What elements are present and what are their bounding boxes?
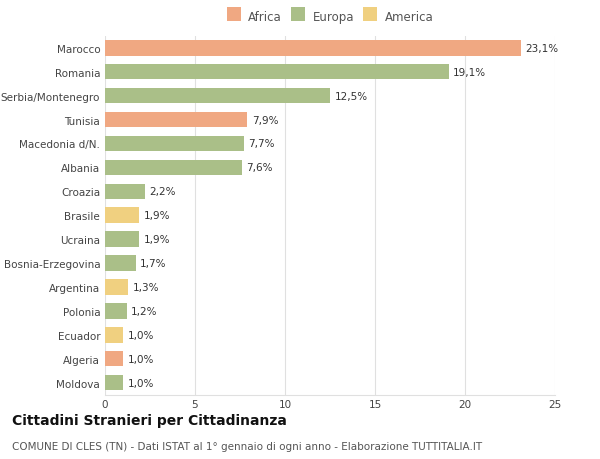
Text: COMUNE DI CLES (TN) - Dati ISTAT al 1° gennaio di ogni anno - Elaborazione TUTTI: COMUNE DI CLES (TN) - Dati ISTAT al 1° g…	[12, 441, 482, 451]
Legend: Africa, Europa, America: Africa, Europa, America	[227, 11, 433, 24]
Bar	[105, 232, 139, 247]
Text: 19,1%: 19,1%	[454, 67, 487, 78]
Text: Cittadini Stranieri per Cittadinanza: Cittadini Stranieri per Cittadinanza	[12, 413, 287, 427]
Bar	[105, 89, 330, 104]
Text: 1,3%: 1,3%	[133, 282, 160, 292]
Bar	[105, 327, 123, 343]
Bar	[105, 351, 123, 367]
Bar	[105, 112, 247, 128]
Bar	[105, 160, 242, 176]
Bar	[105, 136, 244, 152]
Bar	[105, 65, 449, 80]
Bar	[105, 375, 123, 391]
Text: 7,7%: 7,7%	[248, 139, 275, 149]
Bar	[105, 303, 127, 319]
Bar	[105, 280, 128, 295]
Text: 23,1%: 23,1%	[526, 44, 559, 54]
Text: 1,0%: 1,0%	[128, 378, 154, 388]
Text: 7,6%: 7,6%	[246, 163, 273, 173]
Bar	[105, 208, 139, 224]
Bar	[105, 256, 136, 271]
Bar	[105, 41, 521, 56]
Text: 1,9%: 1,9%	[144, 235, 170, 245]
Text: 1,0%: 1,0%	[128, 354, 154, 364]
Bar	[105, 184, 145, 200]
Text: 12,5%: 12,5%	[335, 91, 368, 101]
Text: 1,0%: 1,0%	[128, 330, 154, 340]
Text: 1,7%: 1,7%	[140, 258, 167, 269]
Text: 7,9%: 7,9%	[252, 115, 278, 125]
Text: 2,2%: 2,2%	[149, 187, 176, 197]
Text: 1,9%: 1,9%	[144, 211, 170, 221]
Text: 1,2%: 1,2%	[131, 306, 158, 316]
